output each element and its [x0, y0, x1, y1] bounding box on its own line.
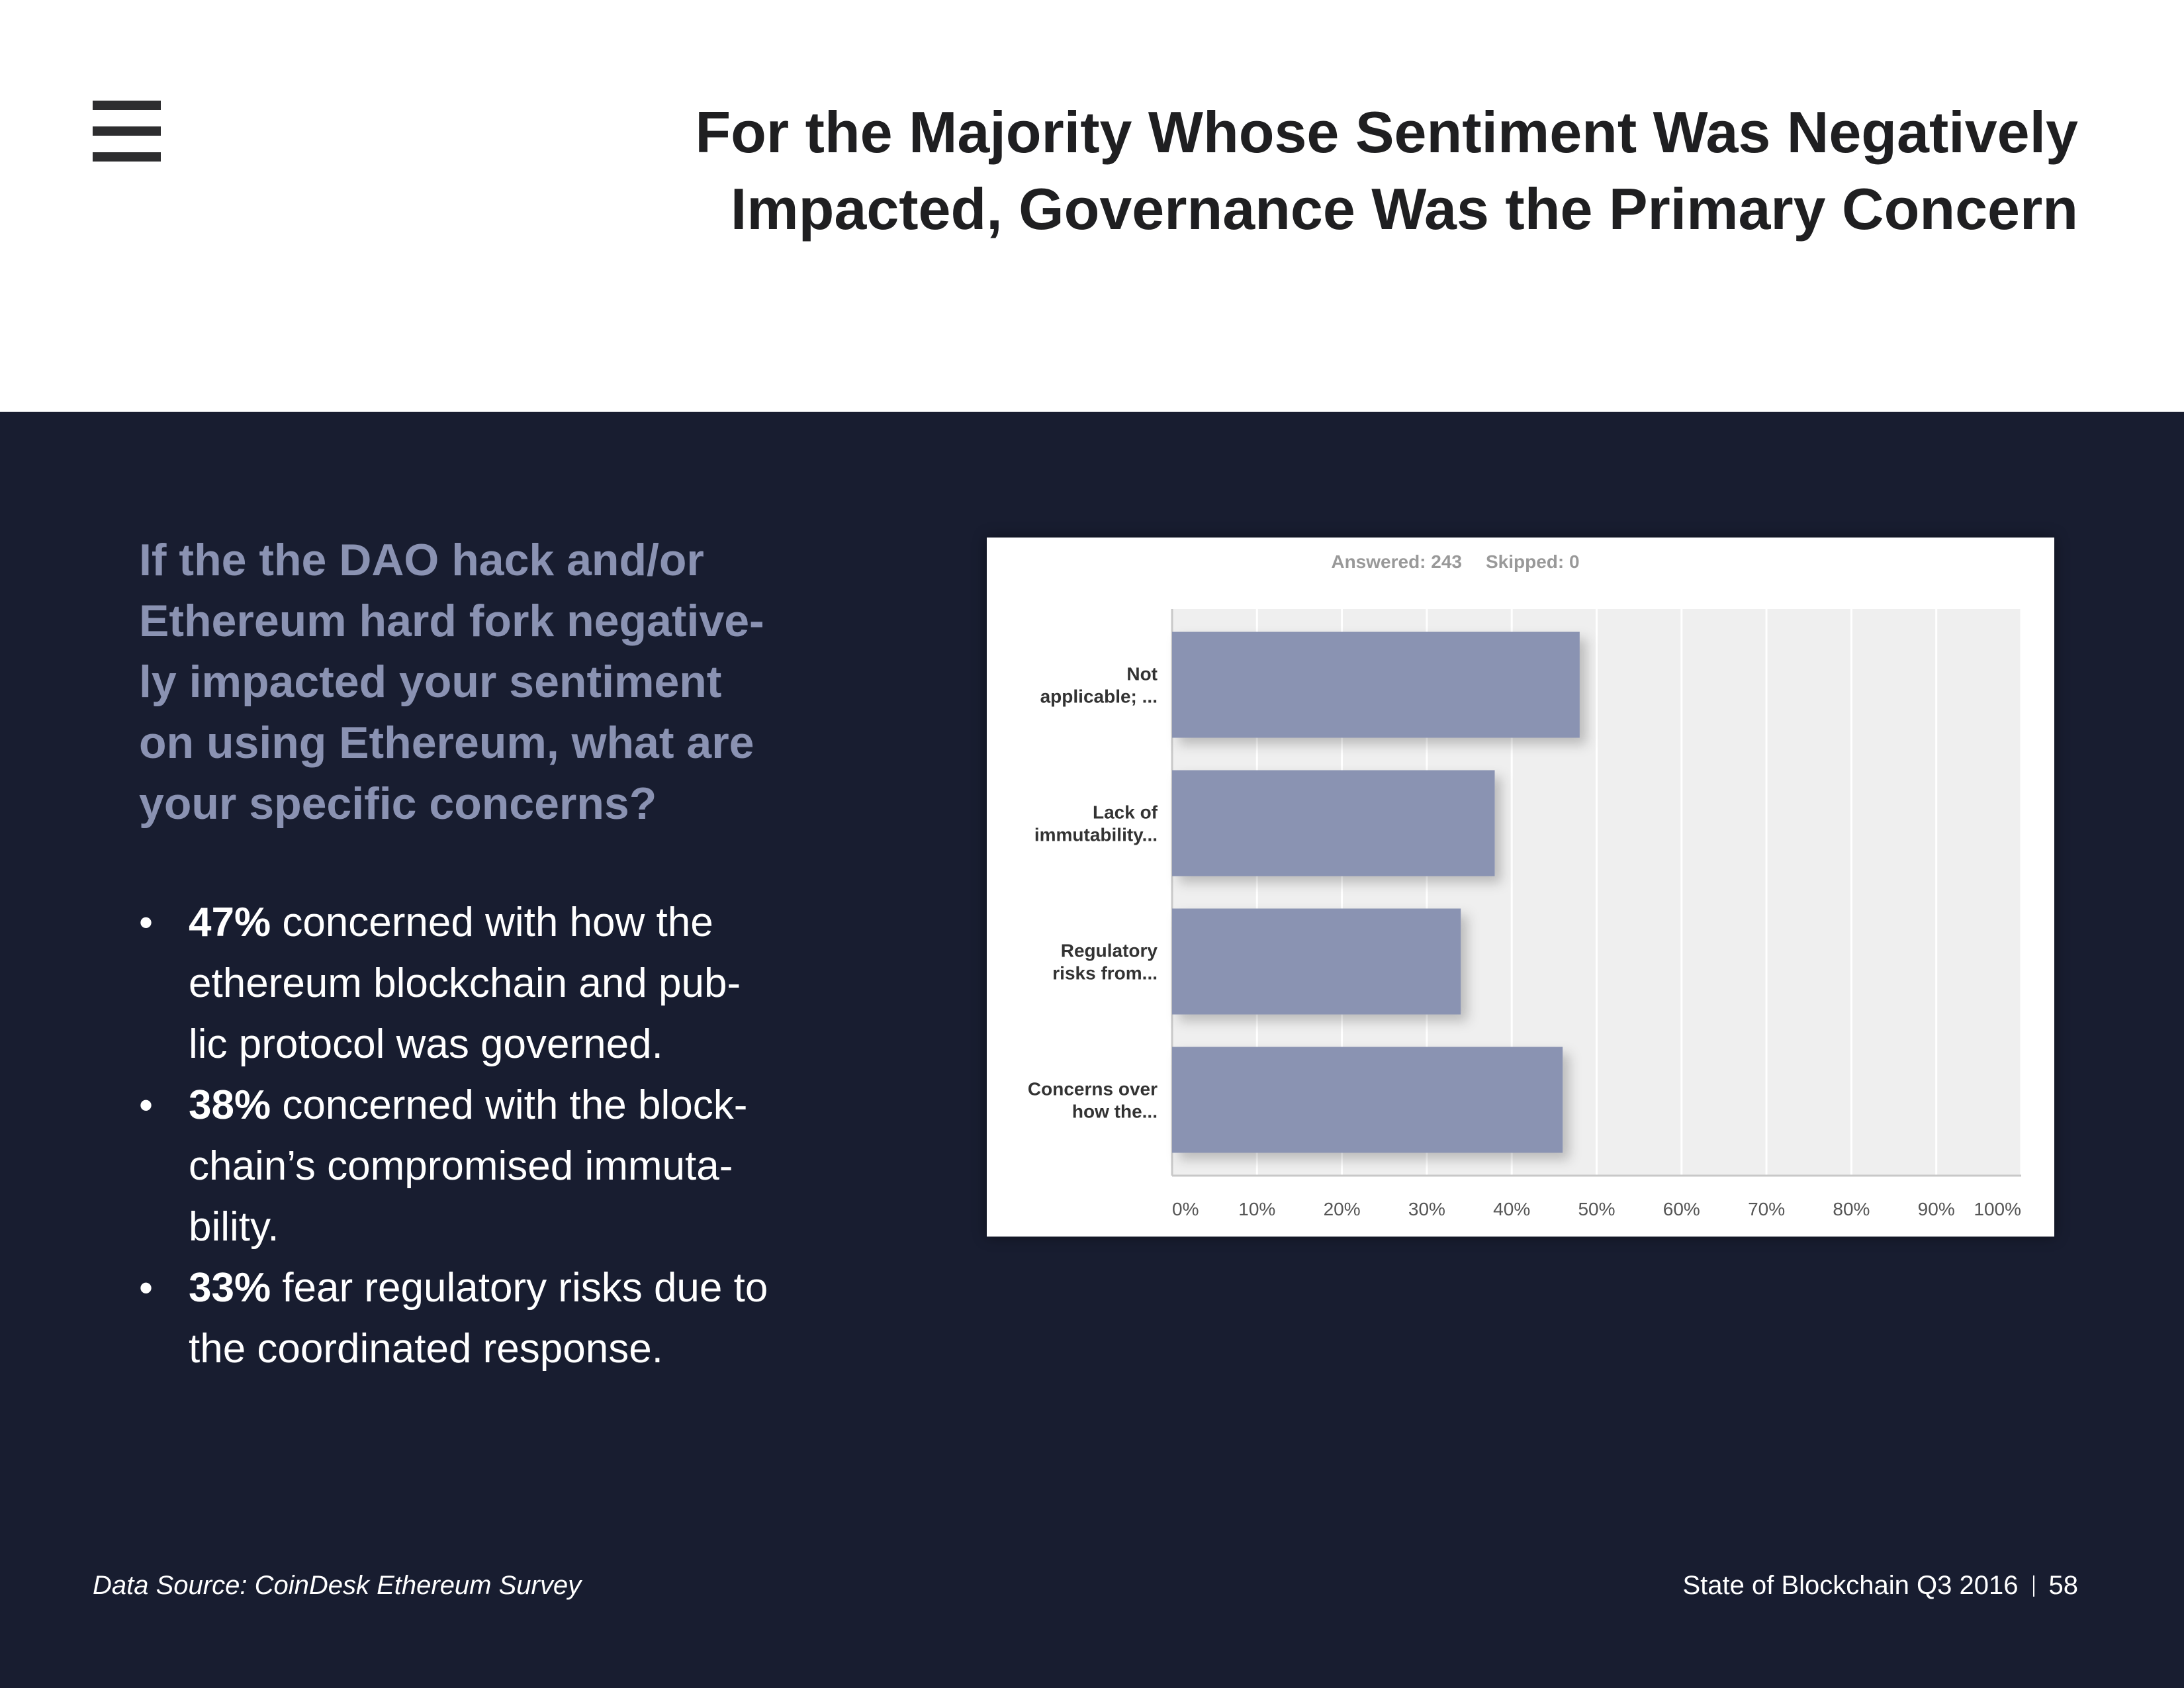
- finding-line: chain’s compromised immuta-: [189, 1143, 733, 1189]
- category-label: Regulatory: [1061, 941, 1158, 961]
- x-tick-label: 10%: [1238, 1199, 1275, 1219]
- bullet-dot-icon: •: [139, 1083, 154, 1127]
- bar-chart: 0% 10% 20% 30% 40% 50% 60% 70% 80% 90% 100% Notappl…: [1028, 551, 2023, 1219]
- category-label: applicable; ...: [1040, 686, 1158, 707]
- finding-line: 38% concerned with the block-: [189, 1075, 841, 1136]
- finding-line: bility.: [189, 1204, 279, 1250]
- x-tick-label: 90%: [1918, 1199, 1955, 1219]
- x-tick-label: 50%: [1578, 1199, 1615, 1219]
- x-tick-label: 100%: [1974, 1199, 2021, 1219]
- menu-bar-top: [93, 101, 161, 110]
- finding-text: fear regulatory risks due to: [271, 1265, 768, 1311]
- x-tick-label: 60%: [1663, 1199, 1700, 1219]
- menu-bar-middle: [93, 126, 161, 136]
- category-label: risks from...: [1052, 963, 1158, 984]
- question-line: If the the DAO hack and/or: [139, 535, 704, 585]
- category-label: how the...: [1072, 1102, 1158, 1122]
- bullet-dot-icon: •: [139, 900, 154, 945]
- finding-text: concerned with how the: [271, 900, 713, 945]
- question-line: ly impacted your sentiment: [139, 657, 722, 707]
- finding-item: • 47% concerned with how the ethereum bl…: [139, 892, 841, 1075]
- x-tick-label: 70%: [1748, 1199, 1785, 1219]
- x-tick-label: 30%: [1408, 1199, 1445, 1219]
- bar: [1172, 1047, 1563, 1153]
- question-line: Ethereum hard fork negative-: [139, 596, 764, 646]
- finding-line: lic protocol was governed.: [189, 1021, 663, 1067]
- finding-item: • 38% concerned with the block- chain’s …: [139, 1075, 841, 1258]
- chart-card: 0% 10% 20% 30% 40% 50% 60% 70% 80% 90% 100% Not appl…: [987, 538, 2054, 1237]
- page-title: For the Majority Whose Sentiment Was Neg…: [490, 94, 2078, 248]
- finding-line: the coordinated response.: [189, 1326, 663, 1372]
- finding-line: ethereum blockchain and pub-: [189, 961, 741, 1006]
- skipped-count: Skipped: 0: [1486, 551, 1580, 572]
- finding-percent: 33%: [189, 1265, 271, 1311]
- bar: [1172, 908, 1461, 1015]
- x-tick-label: 20%: [1324, 1199, 1361, 1219]
- finding-line: 47% concerned with how the: [189, 892, 841, 953]
- category-label: Concerns over: [1028, 1079, 1158, 1100]
- finding-item: • 33% fear regulatory risks due to the c…: [139, 1258, 841, 1380]
- category-label: Not: [1126, 664, 1158, 684]
- report-name: State of Blockchain Q3 2016: [1682, 1571, 2019, 1600]
- finding-percent: 38%: [189, 1082, 271, 1128]
- menu-icon[interactable]: [93, 101, 161, 162]
- menu-bar-bottom: [93, 152, 161, 162]
- bullet-dot-icon: •: [139, 1266, 154, 1310]
- bar: [1172, 632, 1580, 738]
- data-source: Data Source: CoinDesk Ethereum Survey: [93, 1571, 582, 1600]
- category-label: immutability...: [1034, 825, 1158, 845]
- page-title-line: For the Majority Whose Sentiment Was Neg…: [695, 99, 2078, 165]
- finding-text: concerned with the block-: [271, 1082, 748, 1128]
- answered-count: Answered: 243: [1331, 551, 1462, 572]
- finding-line: 33% fear regulatory risks due to: [189, 1258, 841, 1319]
- page-title-line: Impacted, Governance Was the Primary Con…: [730, 176, 2078, 242]
- bar: [1172, 770, 1495, 876]
- survey-question: If the the DAO hack and/or Ethereum hard…: [139, 530, 841, 834]
- question-line: on using Ethereum, what are: [139, 718, 754, 768]
- footer-divider: [2032, 1575, 2034, 1597]
- question-line: your specific concerns?: [139, 778, 657, 829]
- x-tick-label: 0%: [1172, 1199, 1199, 1219]
- x-tick-label: 40%: [1493, 1199, 1530, 1219]
- x-tick-label: 80%: [1833, 1199, 1870, 1219]
- category-label: Lack of: [1093, 802, 1158, 823]
- page-number: 58: [2048, 1571, 2079, 1600]
- finding-percent: 47%: [189, 900, 271, 945]
- footer-report: State of Blockchain Q3 2016 58: [1683, 1569, 2079, 1602]
- findings-list: • 47% concerned with how the ethereum bl…: [139, 892, 841, 1380]
